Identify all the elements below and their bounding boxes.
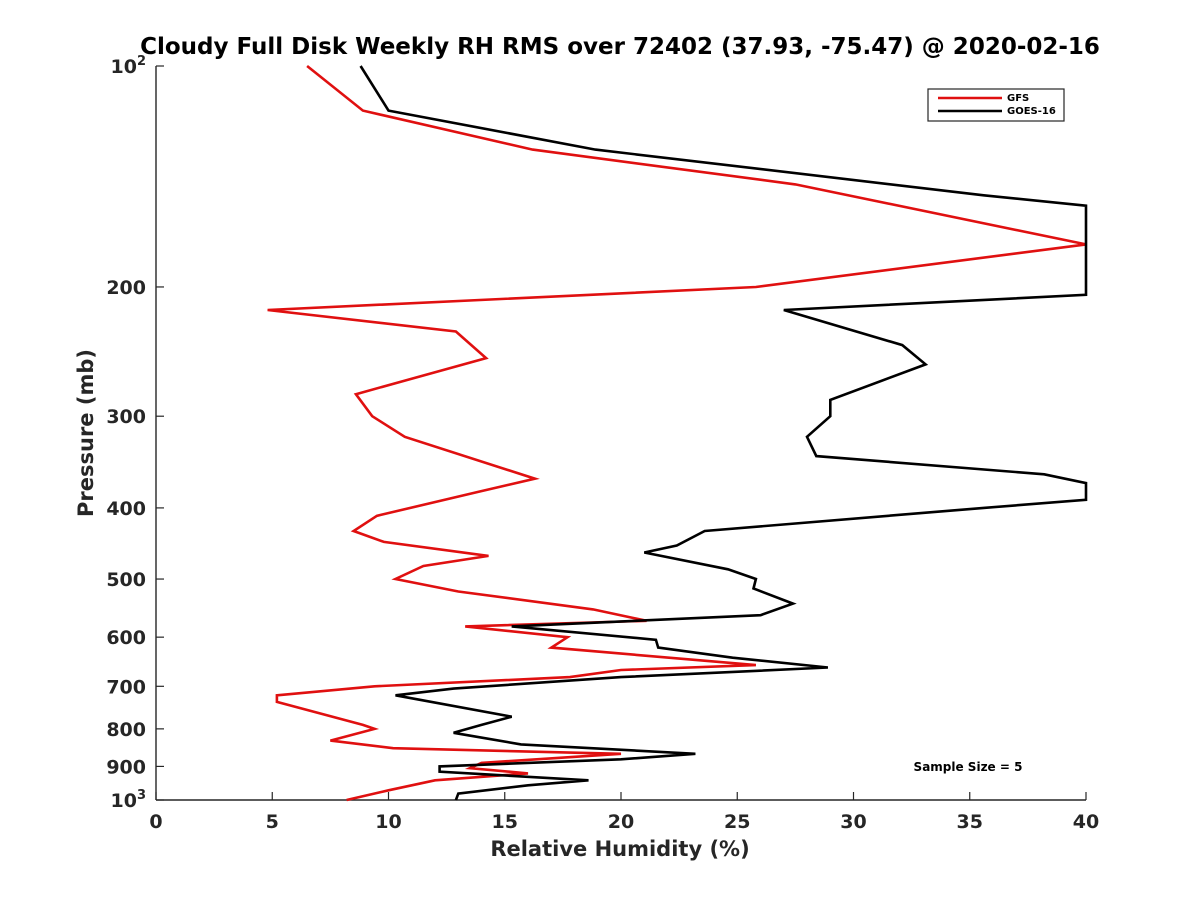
- legend: GFS GOES-16: [927, 88, 1065, 122]
- chart-title: Cloudy Full Disk Weekly RH RMS over 7240…: [140, 34, 1100, 60]
- legend-label-goes16: GOES-16: [1007, 106, 1056, 117]
- x-axis: 0 5 10 15 20 25 30 35 40: [149, 792, 1099, 833]
- x-tick-label: 20: [608, 811, 634, 833]
- series-line-gfs: [267, 64, 1087, 802]
- series-line-goes16: [359, 65, 1088, 801]
- sample-size-annotation: Sample Size = 5: [914, 760, 1023, 774]
- x-tick-label: 40: [1073, 811, 1099, 833]
- legend-box: [927, 88, 1065, 122]
- y-tick-label: 800: [106, 719, 146, 741]
- y-tick-label: 600: [106, 627, 146, 649]
- x-axis-label: Relative Humidity (%): [490, 837, 749, 861]
- y-tick-label: 400: [106, 498, 146, 520]
- x-tick-label: 25: [724, 811, 750, 833]
- x-tick-label: 35: [957, 811, 983, 833]
- y-axis-label: Pressure (mb): [74, 349, 98, 517]
- x-tick-label: 15: [492, 811, 518, 833]
- y-tick-label: 200: [106, 277, 146, 299]
- plot-area: [155, 66, 1086, 801]
- series-layer: [267, 64, 1088, 802]
- x-tick-label: 10: [375, 811, 401, 833]
- y-tick-label: 300: [106, 406, 146, 428]
- y-tick-label: 102: [111, 54, 147, 78]
- x-tick-label: 5: [266, 811, 279, 833]
- y-tick-label: 900: [106, 756, 146, 778]
- y-axis: 102 200 300 400 500 600 700 800 900 103: [106, 54, 164, 812]
- y-tick-label: 700: [106, 676, 146, 698]
- legend-label-gfs: GFS: [1007, 93, 1029, 104]
- y-tick-label: 103: [111, 788, 147, 812]
- x-tick-label: 0: [149, 811, 162, 833]
- y-tick-label: 500: [106, 569, 146, 591]
- x-tick-label: 30: [840, 811, 866, 833]
